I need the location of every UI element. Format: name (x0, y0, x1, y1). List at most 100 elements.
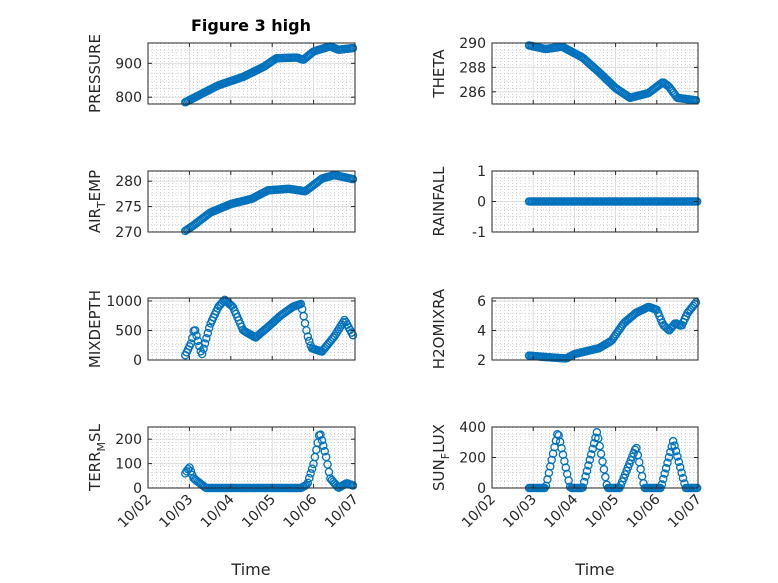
data-point (663, 458, 672, 468)
data-point (666, 447, 675, 457)
y-tick-label: 6 (477, 294, 486, 310)
y-axis-label: PRESSURE (86, 34, 104, 113)
y-label-part: EMP (86, 170, 104, 201)
data-point (601, 472, 610, 482)
y-label-subscript: F (439, 453, 452, 459)
data-point (595, 441, 604, 451)
series-markers (181, 430, 358, 493)
data-point (323, 460, 332, 469)
y-tick-label: 400 (459, 420, 486, 436)
data-point (586, 450, 596, 459)
data-point (553, 430, 562, 439)
data-point (304, 336, 314, 346)
data-point (193, 336, 203, 346)
data-point (596, 449, 606, 459)
data-point (186, 466, 196, 476)
y-tick-label: -1 (472, 225, 486, 241)
axes-box (491, 297, 699, 361)
y-axis-label: SUNFLUX (430, 424, 452, 491)
data-point (296, 299, 306, 309)
data-point (635, 457, 644, 467)
y-tick-label: 100 (115, 457, 142, 473)
figure-title: Figure 3 high (191, 16, 311, 35)
y-label-part: TERR (86, 451, 104, 492)
data-point (599, 465, 609, 474)
data-point (199, 344, 208, 354)
data-point (185, 463, 194, 472)
y-tick-label: 290 (459, 36, 486, 52)
y-axis-label: RAINFALL (430, 166, 448, 237)
x-tick-label: 10/05 (583, 492, 623, 532)
data-point (691, 298, 701, 307)
data-point (581, 472, 590, 481)
data-point (192, 331, 201, 340)
data-point (671, 446, 681, 456)
subplot-pressure: 800 900 PRESSURE (86, 34, 358, 113)
data-point (348, 174, 358, 184)
y-tick-label: 800 (115, 90, 142, 106)
data-point (320, 447, 329, 456)
y-tick-label: 900 (115, 56, 142, 72)
x-tick-label: 10/06 (624, 491, 664, 531)
x-tick-label: 10/03 (500, 492, 540, 532)
data-point (204, 323, 214, 333)
y-label-subscript: M (95, 442, 108, 452)
data-point (675, 463, 685, 472)
x-axis-label-right: Time (574, 560, 614, 579)
data-point (588, 444, 597, 454)
x-tick-label: 10/07 (665, 492, 705, 532)
x-axis-label-left: Time (230, 560, 270, 579)
series-markers (181, 170, 358, 236)
x-tick-label: 10/04 (541, 491, 581, 531)
x-tick-label: 10/06 (281, 491, 321, 531)
subplot-theta: 286 288 290 THETA (430, 36, 701, 105)
series-markers (181, 295, 358, 360)
data-point (304, 473, 314, 483)
y-axis-label: MIXDEPTH (86, 290, 104, 368)
data-point (692, 197, 702, 206)
y-tick-label: 288 (459, 60, 486, 76)
y-axis-label: H2OMIXRA (430, 288, 448, 369)
axes-box (147, 42, 356, 105)
subplot-air-temp: 270 275 280 AIRTEMP (86, 170, 358, 241)
y-tick-label: 0 (133, 353, 142, 369)
y-tick-label: 280 (115, 174, 142, 190)
axes-box (147, 170, 356, 233)
data-point (302, 326, 311, 335)
subplot-h2omixra: 2 4 6 H2OMIXRA (430, 288, 701, 369)
data-point (186, 339, 196, 348)
data-point (582, 466, 592, 476)
data-point (659, 474, 668, 484)
y-label-part: AIR (86, 208, 104, 233)
data-point (340, 315, 349, 325)
y-label-part: SL (86, 423, 104, 442)
data-point (197, 349, 207, 359)
data-point (661, 463, 671, 473)
data-point (190, 326, 200, 335)
data-point (306, 469, 315, 478)
series-markers (524, 197, 702, 206)
y-tick-label: 2 (477, 353, 486, 369)
axes-box (491, 42, 699, 105)
data-point (310, 452, 320, 462)
x-tick-label: 10/03 (156, 492, 196, 532)
y-axis-label: AIRTEMP (86, 170, 108, 233)
y-tick-label: 1 (477, 164, 486, 180)
y-label-part: LUX (430, 424, 448, 453)
data-point (678, 473, 688, 483)
axes-box (147, 297, 356, 361)
data-point (202, 334, 211, 343)
axes-box (147, 426, 356, 489)
data-point (670, 441, 679, 450)
data-point (637, 471, 647, 481)
data-point (200, 339, 210, 348)
x-tick-label: 10/04 (198, 491, 238, 531)
data-point (674, 457, 684, 467)
data-point (677, 468, 686, 477)
data-point (307, 464, 317, 473)
y-tick-label: 500 (115, 323, 142, 339)
series-markers (524, 41, 701, 105)
data-point (348, 330, 358, 340)
data-point (317, 435, 327, 445)
